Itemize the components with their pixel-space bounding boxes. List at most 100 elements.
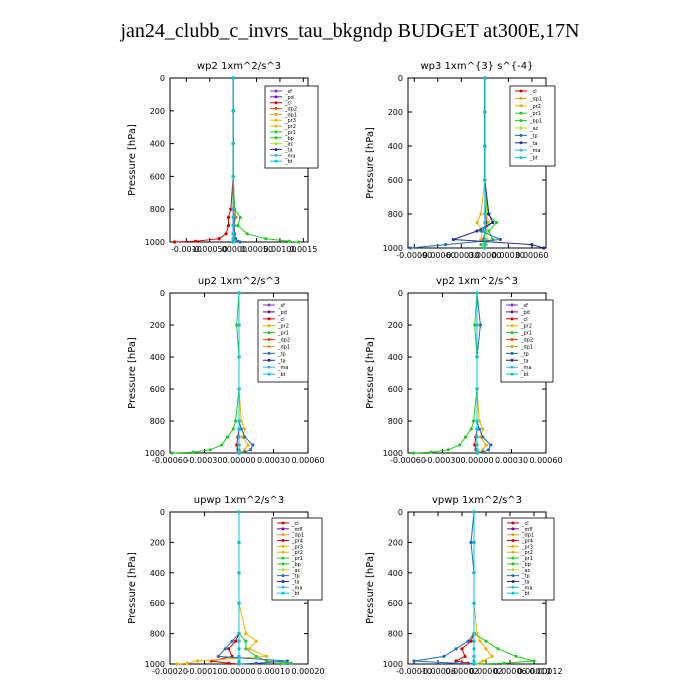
legend-label: _ta: [529, 141, 538, 147]
legend-label: _pr4: [521, 539, 533, 545]
series-point: [225, 435, 230, 439]
legend-marker: [267, 358, 271, 362]
series-point: [243, 427, 247, 431]
panel-title: wp3 1xm^{3} s^{-4}: [420, 61, 533, 72]
x-tick-label: 0.00000: [468, 251, 501, 260]
x-tick-label: 0.00030: [257, 456, 290, 465]
series-point: [483, 212, 487, 216]
legend-label: _bp1: [529, 119, 542, 125]
series-point: [483, 144, 487, 148]
legend-marker: [274, 101, 278, 105]
legend-marker: [267, 331, 271, 335]
y-tick-label: 400: [388, 569, 403, 578]
y-axis-label: Pressure [hPa]: [365, 337, 376, 409]
x-tick-label: .00000: [219, 245, 247, 254]
legend-label: _pr2: [521, 550, 533, 556]
x-tick-label: -0.00030: [425, 456, 461, 465]
x-tick-label: 0.00050: [240, 245, 273, 254]
x-tick-label: -0.00060: [152, 456, 188, 465]
series-point: [483, 220, 487, 225]
legend-label: _dp2: [277, 338, 290, 344]
legend-label: _pr4: [291, 539, 303, 545]
series-point: [477, 427, 481, 431]
series-point: [489, 443, 493, 447]
legend-marker: [281, 521, 285, 525]
series-point: [237, 451, 241, 455]
series-point: [444, 243, 448, 247]
legend-marker: [267, 338, 271, 342]
legend-label: _pr1: [291, 556, 303, 562]
series-point: [490, 654, 494, 659]
series-point: [487, 229, 491, 233]
legend-label: _tp: [291, 574, 300, 580]
legend-marker: [519, 148, 523, 152]
legend-marker: [511, 527, 515, 531]
series-point: [247, 647, 251, 651]
legend-label: _ma: [291, 585, 302, 591]
series-point: [479, 243, 483, 247]
series-point: [469, 427, 473, 431]
legend-label: _ac: [291, 568, 301, 574]
legend-marker: [281, 550, 285, 554]
x-tick-label: 0.00010: [257, 667, 290, 676]
y-tick-label: 0: [160, 289, 165, 298]
series-point: [472, 647, 476, 651]
x-tick-label: 0.00012: [529, 667, 562, 676]
series-point: [495, 220, 499, 225]
legend-marker: [519, 141, 523, 145]
legend-marker: [511, 533, 515, 537]
x-tick-label: 0.00020: [291, 667, 324, 676]
x-tick-label: -0.00010: [187, 667, 223, 676]
legend-label: _pd: [520, 310, 530, 316]
series-point: [237, 662, 241, 666]
series-point: [254, 654, 258, 659]
legend-label: _tp: [521, 574, 530, 580]
legend-label: _ta: [277, 358, 286, 364]
series-line: [473, 512, 493, 665]
series-point: [194, 239, 198, 243]
y-tick-label: 200: [150, 321, 165, 330]
series-point: [451, 237, 456, 242]
series-point: [479, 212, 483, 216]
y-tick-label: 400: [150, 569, 165, 578]
series-point: [231, 207, 235, 211]
legend-marker: [267, 344, 271, 348]
legend-marker: [267, 324, 271, 328]
series-point: [472, 601, 476, 605]
panel-title: vp2 1xm^2/s^3: [436, 276, 518, 287]
series-point: [483, 237, 487, 242]
x-tick-label: -0.00060: [390, 456, 426, 465]
x-tick-label: 0.00002: [469, 667, 502, 676]
series-point: [478, 639, 482, 643]
y-tick-label: 1000: [383, 244, 403, 253]
legend-marker: [519, 133, 523, 137]
legend-marker: [274, 112, 278, 116]
series-point: [484, 639, 488, 643]
legend-label: _pr3: [521, 544, 533, 550]
legend-marker: [274, 107, 278, 111]
legend-box: [271, 517, 323, 601]
legend-marker: [274, 159, 278, 163]
series-point: [473, 323, 477, 327]
legend-marker: [511, 568, 515, 572]
legend-label: _bt: [529, 156, 538, 162]
legend-label: _tp: [529, 133, 538, 139]
series-line: [172, 292, 240, 454]
series-point: [463, 435, 468, 439]
y-tick-label: 0: [160, 74, 165, 83]
x-tick-label: 0.00030: [492, 251, 525, 260]
series-point: [244, 647, 248, 651]
legend-label: _ma: [521, 585, 532, 591]
legend-marker: [267, 351, 271, 355]
series-point: [251, 443, 255, 447]
series-point: [475, 427, 479, 431]
series-point: [238, 240, 242, 244]
legend-marker: [281, 527, 285, 531]
series-point: [466, 639, 470, 643]
series-point: [237, 443, 241, 447]
series-point: [231, 240, 235, 244]
y-tick-label: 200: [388, 321, 403, 330]
series-point: [475, 291, 479, 295]
legend-marker: [519, 126, 523, 130]
legend-label: _dp1: [284, 112, 297, 118]
